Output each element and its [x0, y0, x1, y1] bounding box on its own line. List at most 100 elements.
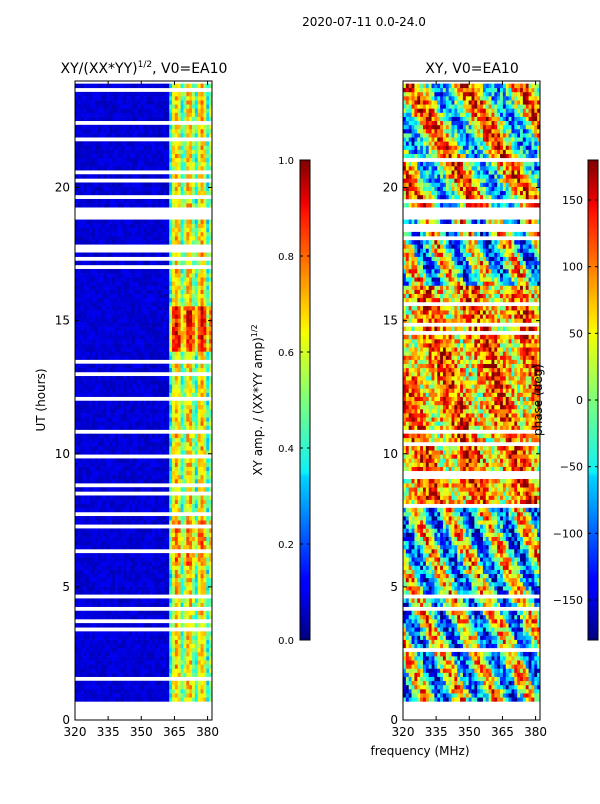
heatmap-cell — [180, 689, 184, 694]
heatmap-cell — [200, 367, 204, 373]
heatmap-cell — [126, 198, 130, 204]
heatmap-cell — [100, 227, 104, 233]
heatmap-cell — [103, 306, 107, 311]
heatmap-cell — [186, 520, 190, 525]
heatmap-cell — [126, 487, 130, 492]
heatmap-cell — [129, 462, 133, 467]
heatmap-cell — [100, 437, 104, 443]
heatmap-cell — [123, 635, 127, 640]
heatmap-cell — [172, 689, 176, 694]
heatmap-cell — [194, 577, 199, 583]
heatmap-cell — [166, 277, 170, 282]
heatmap-cell — [209, 487, 212, 492]
heatmap-cell — [203, 553, 207, 558]
heatmap-cell — [200, 322, 204, 327]
heatmap-cell — [89, 219, 93, 224]
heatmap-cell — [117, 380, 122, 385]
heatmap-cell — [149, 623, 153, 628]
heatmap-cell — [177, 223, 181, 229]
heatmap-cell — [83, 198, 87, 204]
heatmap-cell — [126, 590, 130, 595]
heatmap-cell — [106, 495, 110, 500]
heatmap-cell — [180, 536, 184, 542]
heatmap-cell — [180, 590, 184, 595]
heatmap-cell — [132, 186, 136, 192]
heatmap-cell — [200, 301, 204, 307]
heatmap-cell — [112, 314, 116, 319]
heatmap-cell — [172, 684, 176, 690]
heatmap-cell — [80, 318, 84, 323]
heatmap-cell — [129, 697, 133, 702]
heatmap-cell — [117, 656, 122, 661]
heatmap-cell — [112, 408, 116, 414]
heatmap-cell — [157, 277, 162, 282]
heatmap-cell — [117, 227, 122, 233]
heatmap-cell — [192, 223, 196, 229]
heatmap-cell — [183, 499, 187, 504]
heatmap-cell — [200, 577, 204, 583]
heatmap-cell — [209, 466, 212, 472]
heatmap-cell — [94, 363, 99, 369]
heatmap-cell — [197, 446, 201, 451]
heatmap-cell — [89, 285, 93, 290]
heatmap-cell — [146, 697, 150, 702]
heatmap-cell — [172, 697, 176, 702]
heatmap-cell — [186, 540, 190, 546]
heatmap-cell — [94, 400, 99, 406]
heatmap-cell — [120, 182, 124, 187]
heatmap-cell — [109, 297, 113, 303]
heatmap-cell — [160, 458, 164, 463]
heatmap-cell — [77, 516, 82, 521]
heatmap-cell — [117, 446, 122, 451]
heatmap-cell — [94, 343, 99, 348]
heatmap-cell — [134, 602, 139, 607]
heatmap-cell — [169, 565, 173, 570]
heatmap-cell — [183, 446, 187, 451]
heatmap-cell — [114, 355, 119, 360]
heatmap-cell — [149, 536, 153, 542]
heatmap-cell — [112, 664, 116, 669]
heatmap-cell — [189, 338, 193, 344]
heatmap-cell — [123, 651, 127, 657]
heatmap-cell — [94, 446, 99, 451]
heatmap-cell — [143, 446, 147, 451]
heatmap-cell — [89, 544, 93, 550]
heatmap-cell — [149, 668, 153, 673]
heatmap-cell — [203, 693, 207, 698]
heatmap-cell — [140, 466, 144, 472]
heatmap-cell — [83, 310, 87, 315]
heatmap-cell — [209, 495, 212, 500]
heatmap-cell — [83, 376, 87, 381]
heatmap-cell — [134, 293, 139, 299]
heatmap-cell — [126, 577, 130, 583]
heatmap-cell — [137, 268, 142, 274]
heatmap-cell — [180, 684, 184, 690]
heatmap-cell — [169, 367, 173, 373]
heatmap-cell — [75, 347, 79, 352]
heatmap-cell — [86, 668, 90, 673]
heatmap-cell — [114, 536, 119, 542]
heatmap-cell — [100, 252, 104, 257]
heatmap-cell — [180, 672, 184, 677]
heatmap-cell — [157, 182, 162, 187]
heatmap-cell — [200, 561, 204, 566]
heatmap-cell — [183, 380, 187, 385]
heatmap-cell — [154, 598, 159, 603]
heatmap-cell — [180, 586, 184, 591]
heatmap-cell — [140, 421, 144, 426]
heatmap-cell — [166, 437, 170, 443]
heatmap-cell — [103, 478, 107, 484]
heatmap-cell — [143, 297, 147, 303]
heatmap-cell — [149, 252, 153, 257]
heatmap-cell — [100, 446, 104, 451]
heatmap-cell — [106, 186, 110, 192]
heatmap-cell — [106, 664, 110, 669]
heatmap-cell — [77, 470, 82, 476]
heatmap-cell — [169, 310, 173, 315]
heatmap-cell — [140, 293, 144, 299]
heatmap-cell — [192, 610, 196, 616]
heatmap-cell — [154, 647, 159, 653]
heatmap-cell — [157, 421, 162, 426]
heatmap-cell — [183, 338, 187, 344]
heatmap-cell — [140, 285, 144, 290]
